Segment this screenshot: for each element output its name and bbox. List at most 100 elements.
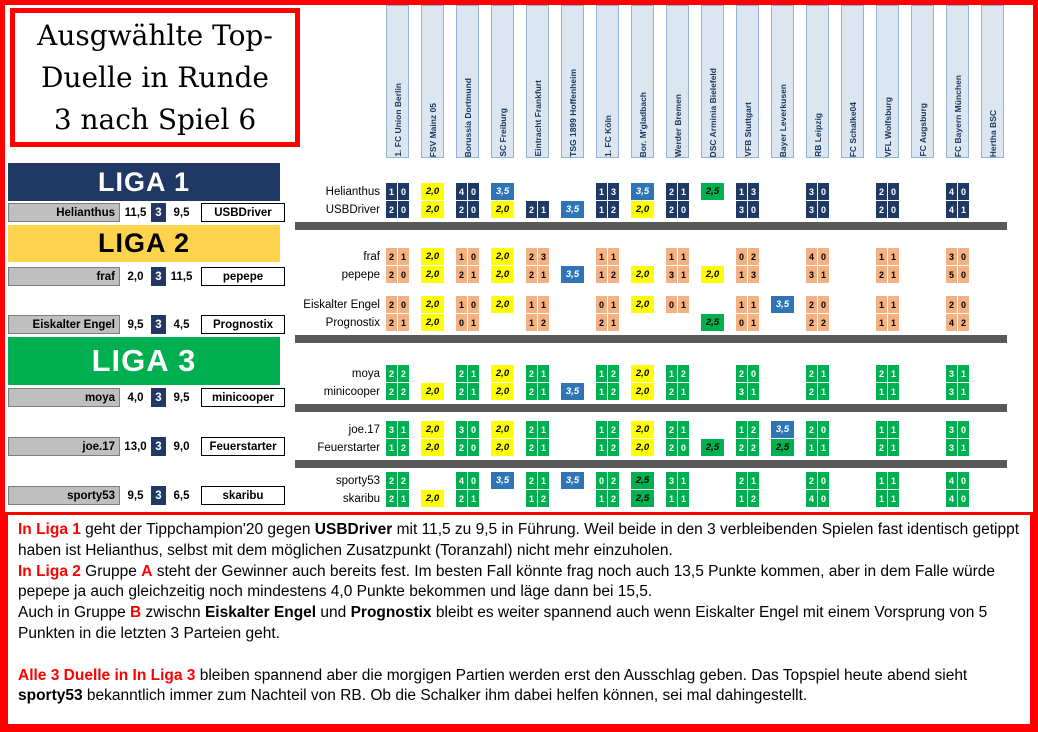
home-goals: 2	[456, 266, 467, 283]
home-goals: 1	[736, 183, 747, 200]
points-value: 3,5	[771, 421, 794, 438]
away-goals: 0	[958, 183, 969, 200]
empty-cell	[981, 266, 1004, 283]
home-goals: 2	[456, 439, 467, 456]
points-value: 2,5	[701, 183, 724, 200]
empty-cell	[491, 490, 514, 507]
away-goals: 1	[888, 266, 899, 283]
home-goals: 2	[526, 248, 537, 265]
home-goals: 1	[596, 201, 607, 218]
away-goals: 0	[398, 201, 409, 218]
home-goals: 1	[386, 183, 397, 200]
matchup-away-name: USBDriver	[201, 203, 285, 222]
away-goals: 0	[818, 183, 829, 200]
away-goals: 1	[398, 314, 409, 331]
points-cell: 2,0	[631, 439, 654, 456]
matchup-round-badge: 3	[151, 437, 166, 456]
grid-row-cells: 2 1 2,0 2 1 1 2 1 2 2,5 1 1 1 2 4 0 1 1 4 0	[386, 490, 1004, 507]
empty-cell	[561, 248, 584, 265]
home-goals: 0	[666, 296, 677, 313]
home-goals: 1	[736, 296, 747, 313]
liga3-banner: LIGA 3	[8, 337, 280, 385]
grid-row-label: Prognostix	[325, 316, 380, 329]
grid-row-cells: 2 2 4 0 3,5 2 1 3,5 0 2 2,5 3 1 2 1 2 0 1 1 4 0	[386, 472, 1004, 489]
grid-row: skaribu 2 1 2,0 2 1 1 2 1 2 2,5 1 1 1 2 4 0 1 1 4 0	[283, 490, 1004, 507]
home-goals: 3	[806, 201, 817, 218]
away-goals: 0	[468, 421, 479, 438]
team-header-label: Bayer Leverkusen	[777, 83, 788, 157]
away-goals: 2	[608, 472, 619, 489]
away-goals: 1	[888, 314, 899, 331]
home-goals: 4	[806, 248, 817, 265]
points-cell: 3,5	[771, 421, 794, 438]
empty-cell	[841, 266, 864, 283]
away-goals: 1	[468, 266, 479, 283]
points-cell: 3,5	[561, 201, 584, 218]
grid-row-label: minicooper	[323, 385, 380, 398]
team-header-label: Bor. M'gladbach	[637, 91, 648, 157]
points-cell: 2,0	[491, 421, 514, 438]
away-goals: 0	[818, 490, 829, 507]
team-header-cell: FC Bayern München	[946, 5, 969, 158]
points-cell: 2,5	[701, 439, 724, 456]
home-goals: 1	[526, 314, 537, 331]
away-goals: 0	[398, 296, 409, 313]
home-goals: 0	[596, 296, 607, 313]
grid-row: moya 2 2 2 1 2,0 2 1 1 2 2,0 1 2 2 0 2 1 2 1 3 1	[283, 365, 1004, 382]
commentary-segment: bleibt es weiter spannend auch wenn Eisk…	[18, 604, 988, 642]
points-cell: 2,0	[491, 439, 514, 456]
home-goals: 4	[806, 490, 817, 507]
grid-row-label: sporty53	[335, 474, 380, 487]
matchup-row: Eiskalter Engel 9,5 3 4,5 Prognostix	[8, 315, 285, 334]
home-goals: 1	[876, 490, 887, 507]
home-goals: 2	[526, 383, 537, 400]
points-value: 2,5	[701, 314, 724, 331]
away-goals: 0	[468, 472, 479, 489]
empty-cell	[981, 421, 1004, 438]
away-goals: 1	[538, 421, 549, 438]
empty-cell	[911, 183, 934, 200]
away-goals: 1	[678, 472, 689, 489]
points-value: 2,0	[631, 201, 654, 218]
away-goals: 2	[608, 490, 619, 507]
grid-row: minicooper 2 2 2,0 2 1 2,0 2 1 3,5 1 2 2,0 2 1 3 1 2 1 1 1 3 1	[283, 383, 1004, 400]
away-goals: 0	[958, 490, 969, 507]
home-goals: 4	[946, 201, 957, 218]
away-goals: 1	[538, 201, 549, 218]
home-goals: 2	[386, 365, 397, 382]
home-goals: 2	[666, 439, 677, 456]
away-goals: 1	[678, 266, 689, 283]
home-goals: 1	[596, 365, 607, 382]
empty-cell	[841, 439, 864, 456]
matchup-away-name: minicooper	[201, 388, 285, 407]
points-cell: 2,5	[631, 472, 654, 489]
grid-row: Prognostix 2 1 2,0 0 1 1 2 2 1 2,5 0 1 2 2 1 1 4 2	[283, 314, 1004, 331]
away-goals: 1	[538, 266, 549, 283]
home-goals: 3	[386, 421, 397, 438]
points-value: 2,0	[421, 183, 444, 200]
empty-cell	[841, 183, 864, 200]
commentary-segment: Gruppe	[80, 562, 142, 580]
away-goals: 1	[678, 183, 689, 200]
points-cell: 2,0	[421, 490, 444, 507]
